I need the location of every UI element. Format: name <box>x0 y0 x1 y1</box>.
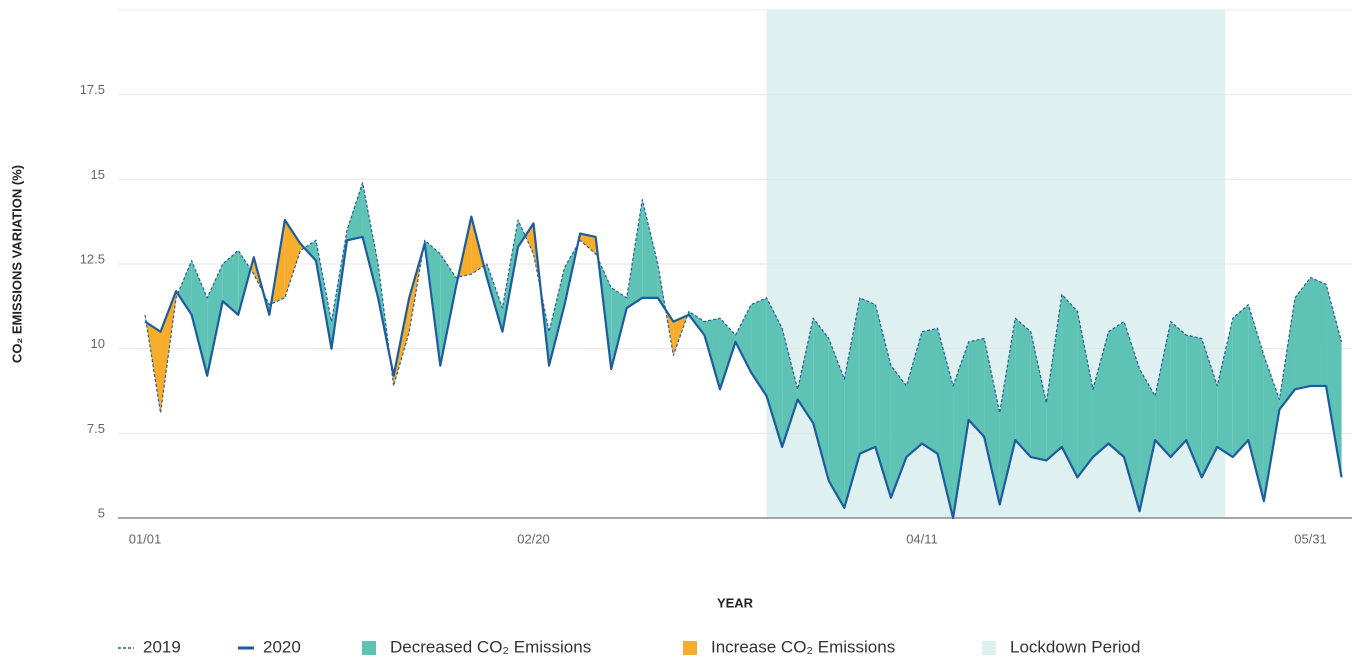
emission-diff-area <box>611 287 627 369</box>
emission-diff-area <box>782 328 798 447</box>
emission-diff-area <box>968 338 985 437</box>
emission-diff-area <box>813 318 829 481</box>
emission-diff-area <box>580 233 596 254</box>
emission-diff-area <box>1015 318 1031 458</box>
emission-diff-area <box>1186 335 1202 478</box>
y-tick-label: 7.5 <box>87 421 105 436</box>
emission-diff-area <box>549 267 565 366</box>
x-tick-label: 01/01 <box>129 531 162 546</box>
emission-diff-area <box>1217 318 1233 458</box>
emission-diff-area <box>766 297 783 447</box>
emission-diff-area <box>642 199 658 298</box>
emission-diff-area <box>238 250 251 315</box>
emission-diff-area <box>1310 277 1327 386</box>
emission-diff-area <box>207 264 223 376</box>
emission-diff-area <box>191 260 208 376</box>
legend-label: Increase CO₂ Emissions <box>711 637 895 656</box>
emission-diff-area <box>502 219 518 332</box>
emission-diff-area <box>626 199 643 309</box>
legend-label: Decreased CO₂ Emissions <box>390 637 591 656</box>
emission-diff-area <box>440 253 456 366</box>
legend-swatch <box>362 641 376 655</box>
emission-diff-area <box>1232 304 1249 458</box>
emission-diff-area <box>999 318 1016 505</box>
emission-diff-area <box>797 318 814 424</box>
legend-label: 2020 <box>263 637 301 656</box>
y-tick-label: 17.5 <box>80 82 105 97</box>
emission-diff-area <box>1124 321 1140 512</box>
emission-diff-area <box>177 260 192 315</box>
emission-diff-area <box>984 338 1000 505</box>
emission-diff-area <box>859 297 876 454</box>
emission-diff-area <box>937 328 954 518</box>
emission-diff-area <box>525 223 534 254</box>
emission-diff-area <box>1061 294 1078 478</box>
emission-diff-area <box>1139 368 1156 512</box>
emission-diff-area <box>735 304 752 373</box>
emission-diff-area <box>922 328 938 454</box>
legend-swatch <box>982 641 996 655</box>
emission-diff-area <box>1030 331 1047 461</box>
emission-diff-area <box>719 318 736 390</box>
legend: 2019 2020 Decreased CO₂ Emissions Increase … <box>118 637 1140 656</box>
emission-diff-area <box>1170 321 1187 458</box>
x-tick-label: 05/31 <box>1294 531 1327 546</box>
legend-swatch <box>683 641 697 655</box>
emission-diff-area <box>953 341 969 518</box>
x-axis-title: YEAR <box>717 595 754 610</box>
emission-diff-area <box>1077 311 1093 478</box>
emission-diff-area <box>347 182 363 241</box>
y-tick-label: 12.5 <box>80 251 105 266</box>
y-tick-label: 10 <box>91 336 105 351</box>
y-axis-title: CO₂ EMISSIONS VARIATION (%) <box>9 165 24 363</box>
emission-diff-area <box>1326 284 1342 478</box>
y-tick-label: 15 <box>91 167 105 182</box>
emission-diff-area <box>844 297 860 508</box>
emission-diff-area <box>1108 321 1125 458</box>
emission-diff-area <box>906 331 922 458</box>
emission-diff-area <box>704 318 720 390</box>
emission-diff-area <box>828 338 845 508</box>
emission-diff-area <box>1092 331 1109 458</box>
y-tick-label: 5 <box>98 505 105 520</box>
emission-diff-area <box>517 219 526 248</box>
series-line <box>144 215 1343 520</box>
emission-diff-area <box>751 297 767 397</box>
emission-diff-area <box>1294 277 1311 390</box>
emission-diff-area <box>1263 355 1280 502</box>
x-tick-label: 04/11 <box>906 531 938 546</box>
emission-diff-area <box>1201 338 1218 478</box>
series-line <box>144 182 1343 414</box>
emission-diff-area <box>222 250 239 315</box>
legend-label: Lockdown Period <box>1010 637 1140 656</box>
emission-diff-area <box>1155 321 1171 458</box>
legend-label: 2019 <box>143 637 181 656</box>
emission-diff-area <box>362 182 379 298</box>
x-tick-label: 02/20 <box>517 531 550 546</box>
emission-diff-area <box>1046 294 1062 461</box>
emission-diff-area <box>875 304 891 498</box>
emission-diff-area <box>304 240 316 261</box>
